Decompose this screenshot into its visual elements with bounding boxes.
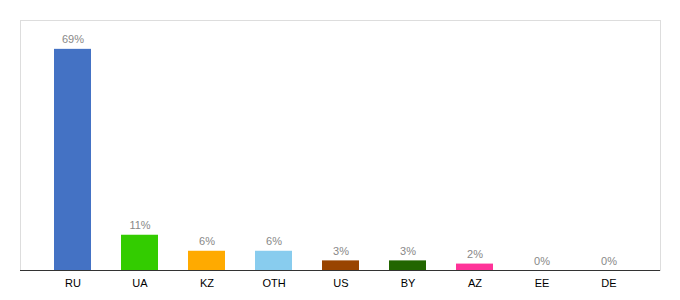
- svg-text:US: US: [333, 277, 348, 289]
- svg-text:3%: 3%: [333, 245, 349, 257]
- svg-text:KZ: KZ: [200, 277, 214, 289]
- svg-text:AZ: AZ: [468, 277, 482, 289]
- svg-text:69%: 69%: [62, 33, 84, 45]
- svg-text:3%: 3%: [400, 245, 416, 257]
- svg-text:BY: BY: [401, 277, 416, 289]
- svg-text:0%: 0%: [534, 255, 550, 267]
- svg-text:RU: RU: [65, 277, 81, 289]
- svg-text:2%: 2%: [467, 248, 483, 260]
- svg-text:DE: DE: [601, 277, 616, 289]
- svg-text:EE: EE: [535, 277, 550, 289]
- svg-text:6%: 6%: [199, 235, 215, 247]
- svg-text:11%: 11%: [129, 219, 150, 231]
- svg-text:UA: UA: [132, 277, 148, 289]
- svg-text:6%: 6%: [266, 235, 282, 247]
- svg-text:OTH: OTH: [262, 277, 285, 289]
- svg-text:0%: 0%: [601, 255, 617, 267]
